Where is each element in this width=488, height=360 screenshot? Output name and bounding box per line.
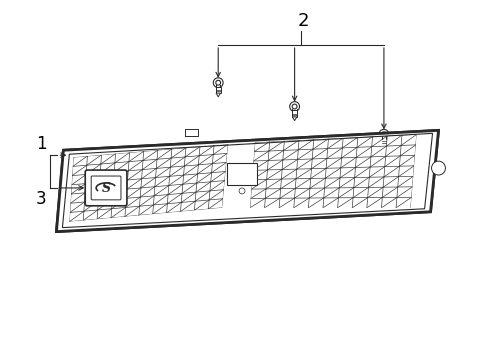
Polygon shape [216,93,220,97]
Text: 1: 1 [36,135,46,153]
Bar [381,138,386,145]
Text: 3: 3 [36,190,46,208]
Circle shape [239,188,244,194]
Bar [292,111,296,117]
Polygon shape [381,145,386,148]
PathPatch shape [69,144,228,222]
Text: S: S [102,183,110,195]
Bar [215,86,220,93]
Text: 2: 2 [297,12,308,30]
Circle shape [431,161,445,175]
Bar [226,163,256,185]
FancyBboxPatch shape [85,170,127,206]
PathPatch shape [249,134,416,208]
Polygon shape [56,130,438,231]
Polygon shape [56,130,438,231]
Polygon shape [292,117,296,121]
